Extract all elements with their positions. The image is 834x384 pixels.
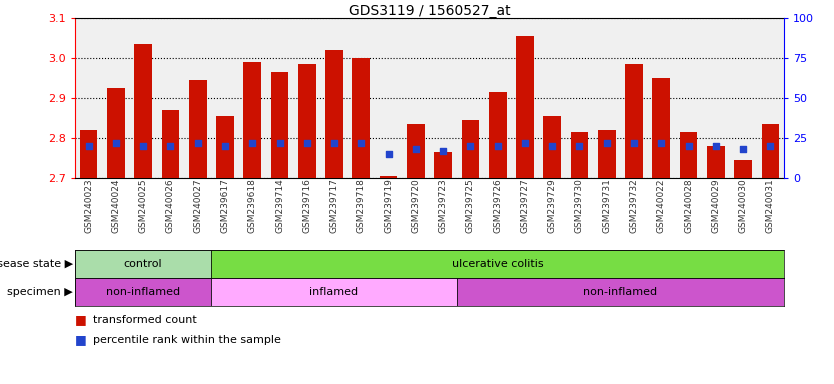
- Point: [191, 140, 204, 146]
- Text: disease state ▶: disease state ▶: [0, 259, 73, 269]
- Text: GSM240023: GSM240023: [84, 178, 93, 233]
- Text: GSM240029: GSM240029: [711, 178, 721, 233]
- Bar: [211, 250, 784, 278]
- Text: GDS3119 / 1560527_at: GDS3119 / 1560527_at: [349, 4, 510, 18]
- Bar: [734, 160, 752, 178]
- Point: [82, 143, 95, 149]
- Text: GSM240031: GSM240031: [766, 178, 775, 233]
- Point: [655, 140, 668, 146]
- Point: [682, 143, 696, 149]
- Bar: [457, 278, 784, 306]
- Text: percentile rank within the sample: percentile rank within the sample: [93, 335, 281, 345]
- Point: [545, 143, 559, 149]
- Text: GSM239717: GSM239717: [329, 178, 339, 233]
- Point: [273, 140, 286, 146]
- Text: ■: ■: [75, 313, 91, 326]
- Bar: [298, 64, 315, 178]
- Point: [409, 146, 423, 152]
- Bar: [211, 278, 457, 306]
- Bar: [516, 36, 534, 178]
- Text: GSM239718: GSM239718: [357, 178, 366, 233]
- Text: GSM239726: GSM239726: [493, 178, 502, 233]
- Point: [491, 143, 505, 149]
- Bar: [707, 146, 725, 178]
- Point: [627, 140, 641, 146]
- Point: [328, 140, 341, 146]
- Text: GSM239729: GSM239729: [548, 178, 557, 233]
- Text: GSM240030: GSM240030: [739, 178, 747, 233]
- Bar: [680, 132, 697, 178]
- Bar: [162, 110, 179, 178]
- Point: [382, 151, 395, 157]
- Text: GSM239731: GSM239731: [602, 178, 611, 233]
- Text: GSM240024: GSM240024: [112, 178, 120, 232]
- Bar: [570, 132, 588, 178]
- Point: [300, 140, 314, 146]
- Point: [163, 143, 177, 149]
- Text: GSM239723: GSM239723: [439, 178, 448, 233]
- Bar: [216, 116, 234, 178]
- Point: [573, 143, 586, 149]
- Text: GSM240026: GSM240026: [166, 178, 175, 233]
- Bar: [652, 78, 671, 178]
- Text: GSM240027: GSM240027: [193, 178, 202, 233]
- Bar: [461, 120, 480, 178]
- Bar: [188, 80, 207, 178]
- Bar: [244, 62, 261, 178]
- Point: [109, 140, 123, 146]
- Bar: [598, 130, 615, 178]
- Text: inflamed: inflamed: [309, 287, 359, 297]
- Point: [709, 143, 722, 149]
- Point: [219, 143, 232, 149]
- Text: specimen ▶: specimen ▶: [8, 287, 73, 297]
- Text: GSM239714: GSM239714: [275, 178, 284, 233]
- Point: [245, 140, 259, 146]
- Text: ■: ■: [75, 333, 91, 346]
- Point: [736, 146, 750, 152]
- Text: GSM240022: GSM240022: [657, 178, 666, 232]
- Point: [436, 148, 450, 154]
- Text: GSM239725: GSM239725: [466, 178, 475, 233]
- Bar: [435, 152, 452, 178]
- Bar: [626, 64, 643, 178]
- Point: [600, 140, 614, 146]
- Bar: [271, 72, 289, 178]
- Bar: [379, 176, 398, 178]
- Text: GSM239617: GSM239617: [220, 178, 229, 233]
- Point: [354, 140, 368, 146]
- Text: GSM239618: GSM239618: [248, 178, 257, 233]
- Bar: [489, 92, 506, 178]
- Text: non-inflamed: non-inflamed: [106, 287, 180, 297]
- Text: GSM239720: GSM239720: [411, 178, 420, 233]
- Bar: [407, 124, 425, 178]
- Bar: [543, 116, 561, 178]
- Point: [518, 140, 531, 146]
- Point: [464, 143, 477, 149]
- Bar: [761, 124, 779, 178]
- Text: GSM239732: GSM239732: [630, 178, 639, 233]
- Bar: [134, 44, 152, 178]
- Text: control: control: [124, 259, 163, 269]
- Bar: [80, 130, 98, 178]
- Text: GSM239730: GSM239730: [575, 178, 584, 233]
- Bar: [75, 278, 211, 306]
- Bar: [325, 50, 343, 178]
- Text: GSM239719: GSM239719: [384, 178, 393, 233]
- Text: non-inflamed: non-inflamed: [583, 287, 657, 297]
- Point: [764, 143, 777, 149]
- Text: GSM239716: GSM239716: [302, 178, 311, 233]
- Text: GSM240028: GSM240028: [684, 178, 693, 233]
- Text: GSM239727: GSM239727: [520, 178, 530, 233]
- Point: [137, 143, 150, 149]
- Text: ulcerative colitis: ulcerative colitis: [452, 259, 544, 269]
- Text: transformed count: transformed count: [93, 315, 197, 325]
- Text: GSM240025: GSM240025: [138, 178, 148, 233]
- Bar: [75, 250, 211, 278]
- Bar: [107, 88, 125, 178]
- Bar: [353, 58, 370, 178]
